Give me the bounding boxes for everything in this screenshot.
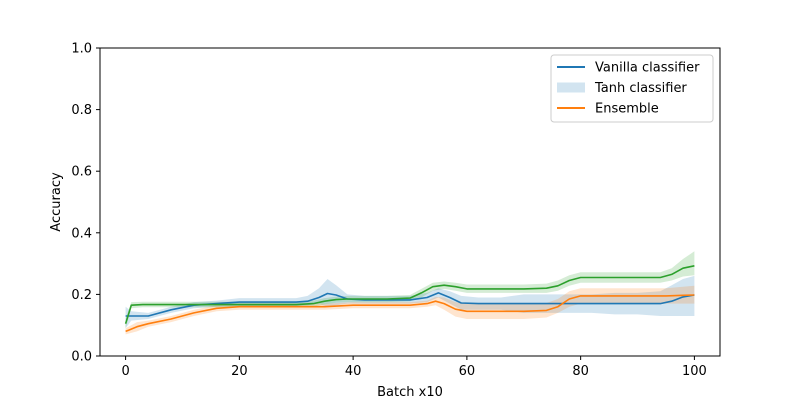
series-line-1 bbox=[125, 292, 695, 317]
series-lines bbox=[124, 265, 695, 333]
legend-label: Ensemble bbox=[595, 102, 659, 117]
confidence-band-1 bbox=[125, 275, 695, 329]
y-tick-label: 0.0 bbox=[71, 350, 92, 365]
y-axis-ticks: 0.0 0.2 0.4 0.6 0.8 1.0 bbox=[71, 42, 100, 365]
x-axis-ticks: 0 20 40 60 80 100 bbox=[121, 356, 707, 379]
y-tick-label: 0.2 bbox=[71, 288, 92, 303]
legend-label: Tanh classifier bbox=[594, 81, 687, 96]
y-tick-label: 1.0 bbox=[71, 42, 92, 57]
legend-box bbox=[550, 54, 714, 123]
x-tick-label: 100 bbox=[682, 364, 707, 379]
x-tick-label: 80 bbox=[572, 364, 589, 379]
confidence-bands bbox=[125, 251, 695, 335]
x-tick-label: 40 bbox=[345, 364, 362, 379]
x-tick-label: 0 bbox=[121, 364, 129, 379]
y-tick-label: 0.8 bbox=[71, 103, 92, 118]
x-tick-label: 20 bbox=[231, 364, 248, 379]
legend: Vanilla classifier Tanh classifier Ensembl… bbox=[550, 54, 714, 123]
confidence-band-2 bbox=[125, 285, 695, 335]
legend-swatch bbox=[557, 82, 585, 93]
y-tick-label: 0.4 bbox=[71, 226, 92, 241]
legend-label: Vanilla classifier bbox=[595, 61, 700, 76]
y-tick-label: 0.6 bbox=[71, 165, 92, 180]
series-line-2 bbox=[125, 294, 695, 333]
y-axis-label: Accuracy bbox=[49, 172, 64, 232]
series-line-3 bbox=[124, 265, 695, 324]
x-tick-label: 60 bbox=[459, 364, 476, 379]
x-axis-label: Batch x10 bbox=[377, 385, 443, 400]
plot-frame bbox=[99, 47, 721, 357]
